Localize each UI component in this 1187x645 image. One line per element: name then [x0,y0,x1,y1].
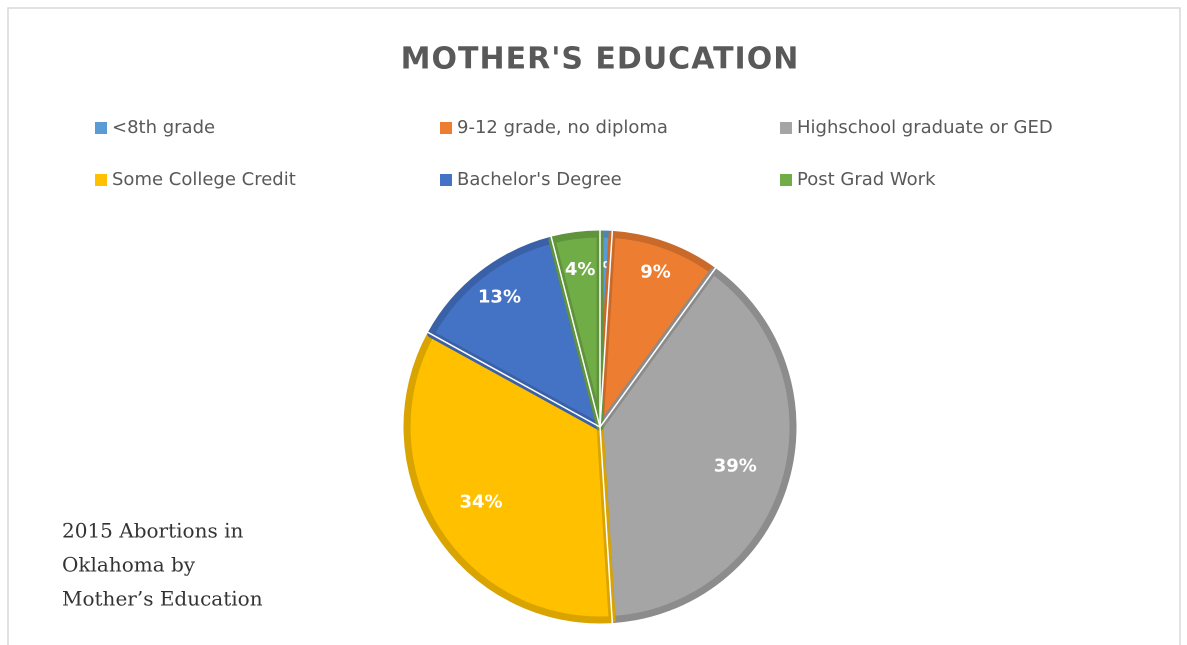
data-label: 34% [459,491,502,512]
legend-label: Highschool graduate or GED [797,117,1053,138]
slice-seam [599,426,614,624]
slice-seam [550,236,601,428]
pie-slice [596,230,717,431]
legend-swatch [780,122,792,134]
annotation-line: Mother’s Education [62,587,263,611]
legend-swatch [95,174,107,186]
data-label: 39% [714,455,757,476]
legend-swatch [440,174,452,186]
annotation-line: 2015 Abortions in [62,519,243,543]
annotation-line: Oklahoma by [62,553,196,577]
slice-seam [599,267,717,428]
chart-title: MOTHER'S EDUCATION [401,42,800,77]
legend-swatch [780,174,792,186]
legend-label: 9-12 grade, no diploma [457,117,668,138]
slice-seam [599,230,614,428]
legend-label: <8th grade [112,117,215,138]
legend-label: Bachelor's Degree [457,169,622,190]
chart-frame [7,7,1181,645]
slice-seam [427,331,601,428]
legend-label: Post Grad Work [797,169,936,190]
data-label: 13% [478,286,521,307]
pie-slice [427,236,604,431]
pie-slice [596,267,797,624]
data-label: 4% [565,259,596,280]
legend-label: Some College Credit [112,169,296,190]
data-label: 9% [640,262,671,283]
legend-swatch [95,122,107,134]
legend-swatch [440,122,452,134]
